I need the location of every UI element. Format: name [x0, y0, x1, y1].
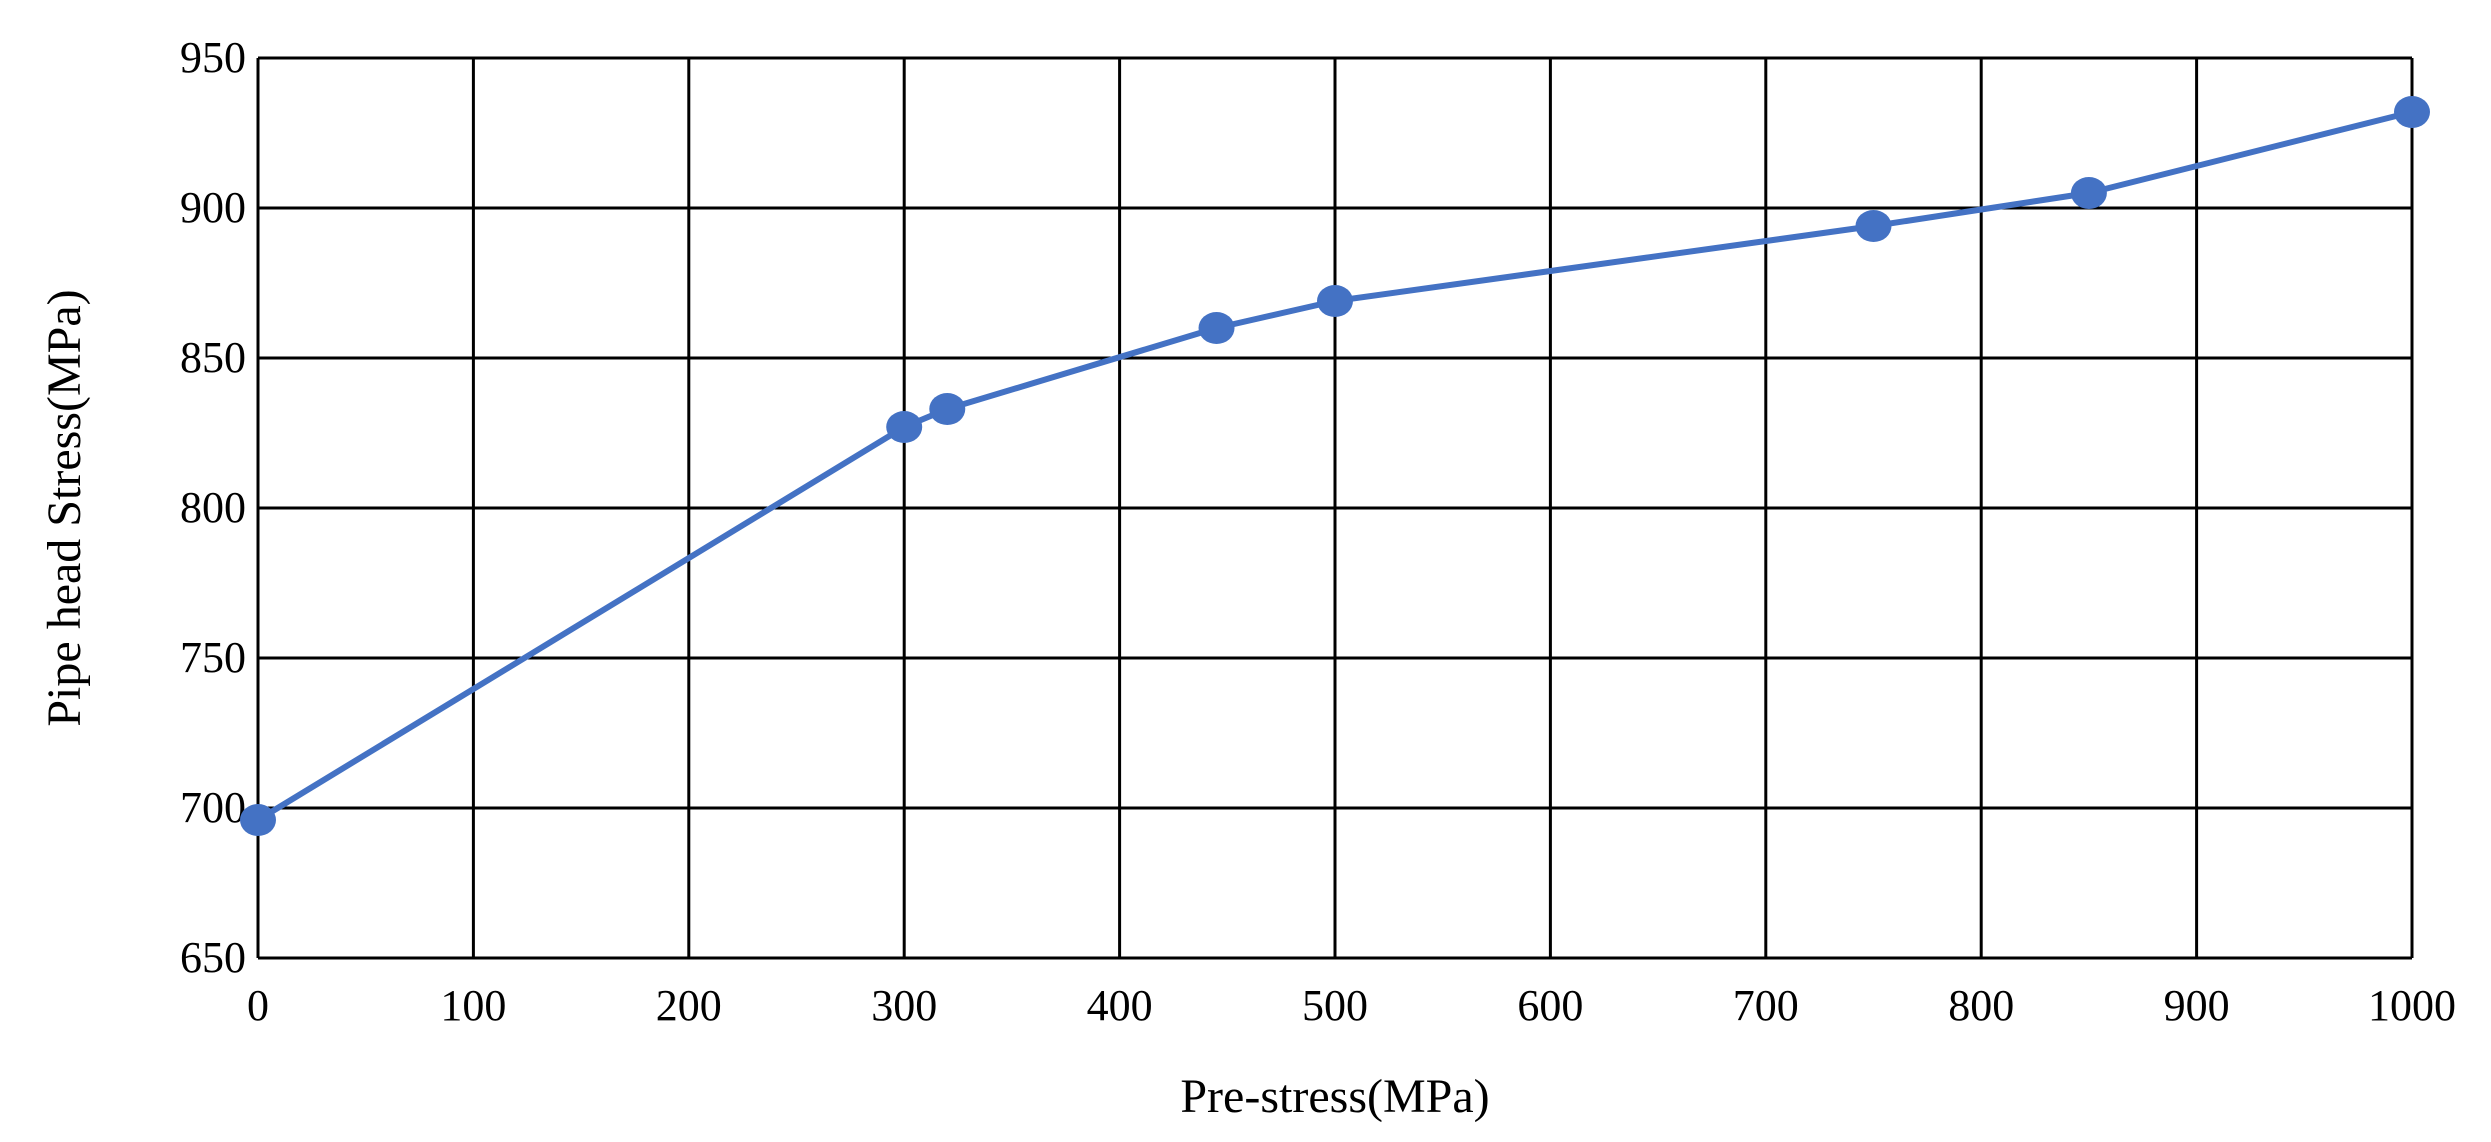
y-tick-label: 800	[180, 483, 246, 532]
data-point	[2070, 177, 2107, 209]
x-tick-label: 100	[440, 981, 506, 1030]
x-tick-label: 600	[1517, 981, 1583, 1030]
grid-lines	[256, 56, 2414, 960]
y-tick-label: 700	[180, 783, 246, 832]
y-tick-label: 850	[180, 333, 246, 382]
y-axis-title: Pipe head Stress(MPa)	[38, 289, 91, 726]
x-axis-title: Pre-stress(MPa)	[1180, 1070, 1489, 1123]
x-tick-label: 400	[1087, 981, 1153, 1030]
y-tick-label: 900	[180, 183, 246, 232]
x-tick-label: 900	[2164, 981, 2230, 1030]
y-tick-label: 950	[180, 33, 246, 82]
data-point	[886, 411, 923, 443]
data-point	[240, 804, 276, 836]
data-point	[1198, 312, 1235, 344]
data-point	[1317, 285, 1353, 317]
y-tick-label: 650	[180, 933, 246, 982]
y-tick-label: 750	[180, 633, 246, 682]
x-tick-labels: 0 100 200 300 400 500 600 700 800 900 1000	[247, 981, 2456, 1030]
data-point	[2394, 96, 2430, 128]
y-tick-labels: 650 700 750 800 850 900 950	[180, 33, 246, 982]
x-tick-label: 200	[656, 981, 722, 1030]
data-point	[1855, 210, 1892, 242]
x-tick-label: 700	[1733, 981, 1799, 1030]
data-point	[929, 393, 966, 425]
x-tick-label: 1000	[2368, 981, 2456, 1030]
x-tick-label: 800	[1948, 981, 2014, 1030]
x-tick-label: 300	[871, 981, 937, 1030]
x-tick-label: 0	[247, 981, 269, 1030]
x-tick-label: 500	[1302, 981, 1368, 1030]
series-layer	[240, 96, 2430, 836]
